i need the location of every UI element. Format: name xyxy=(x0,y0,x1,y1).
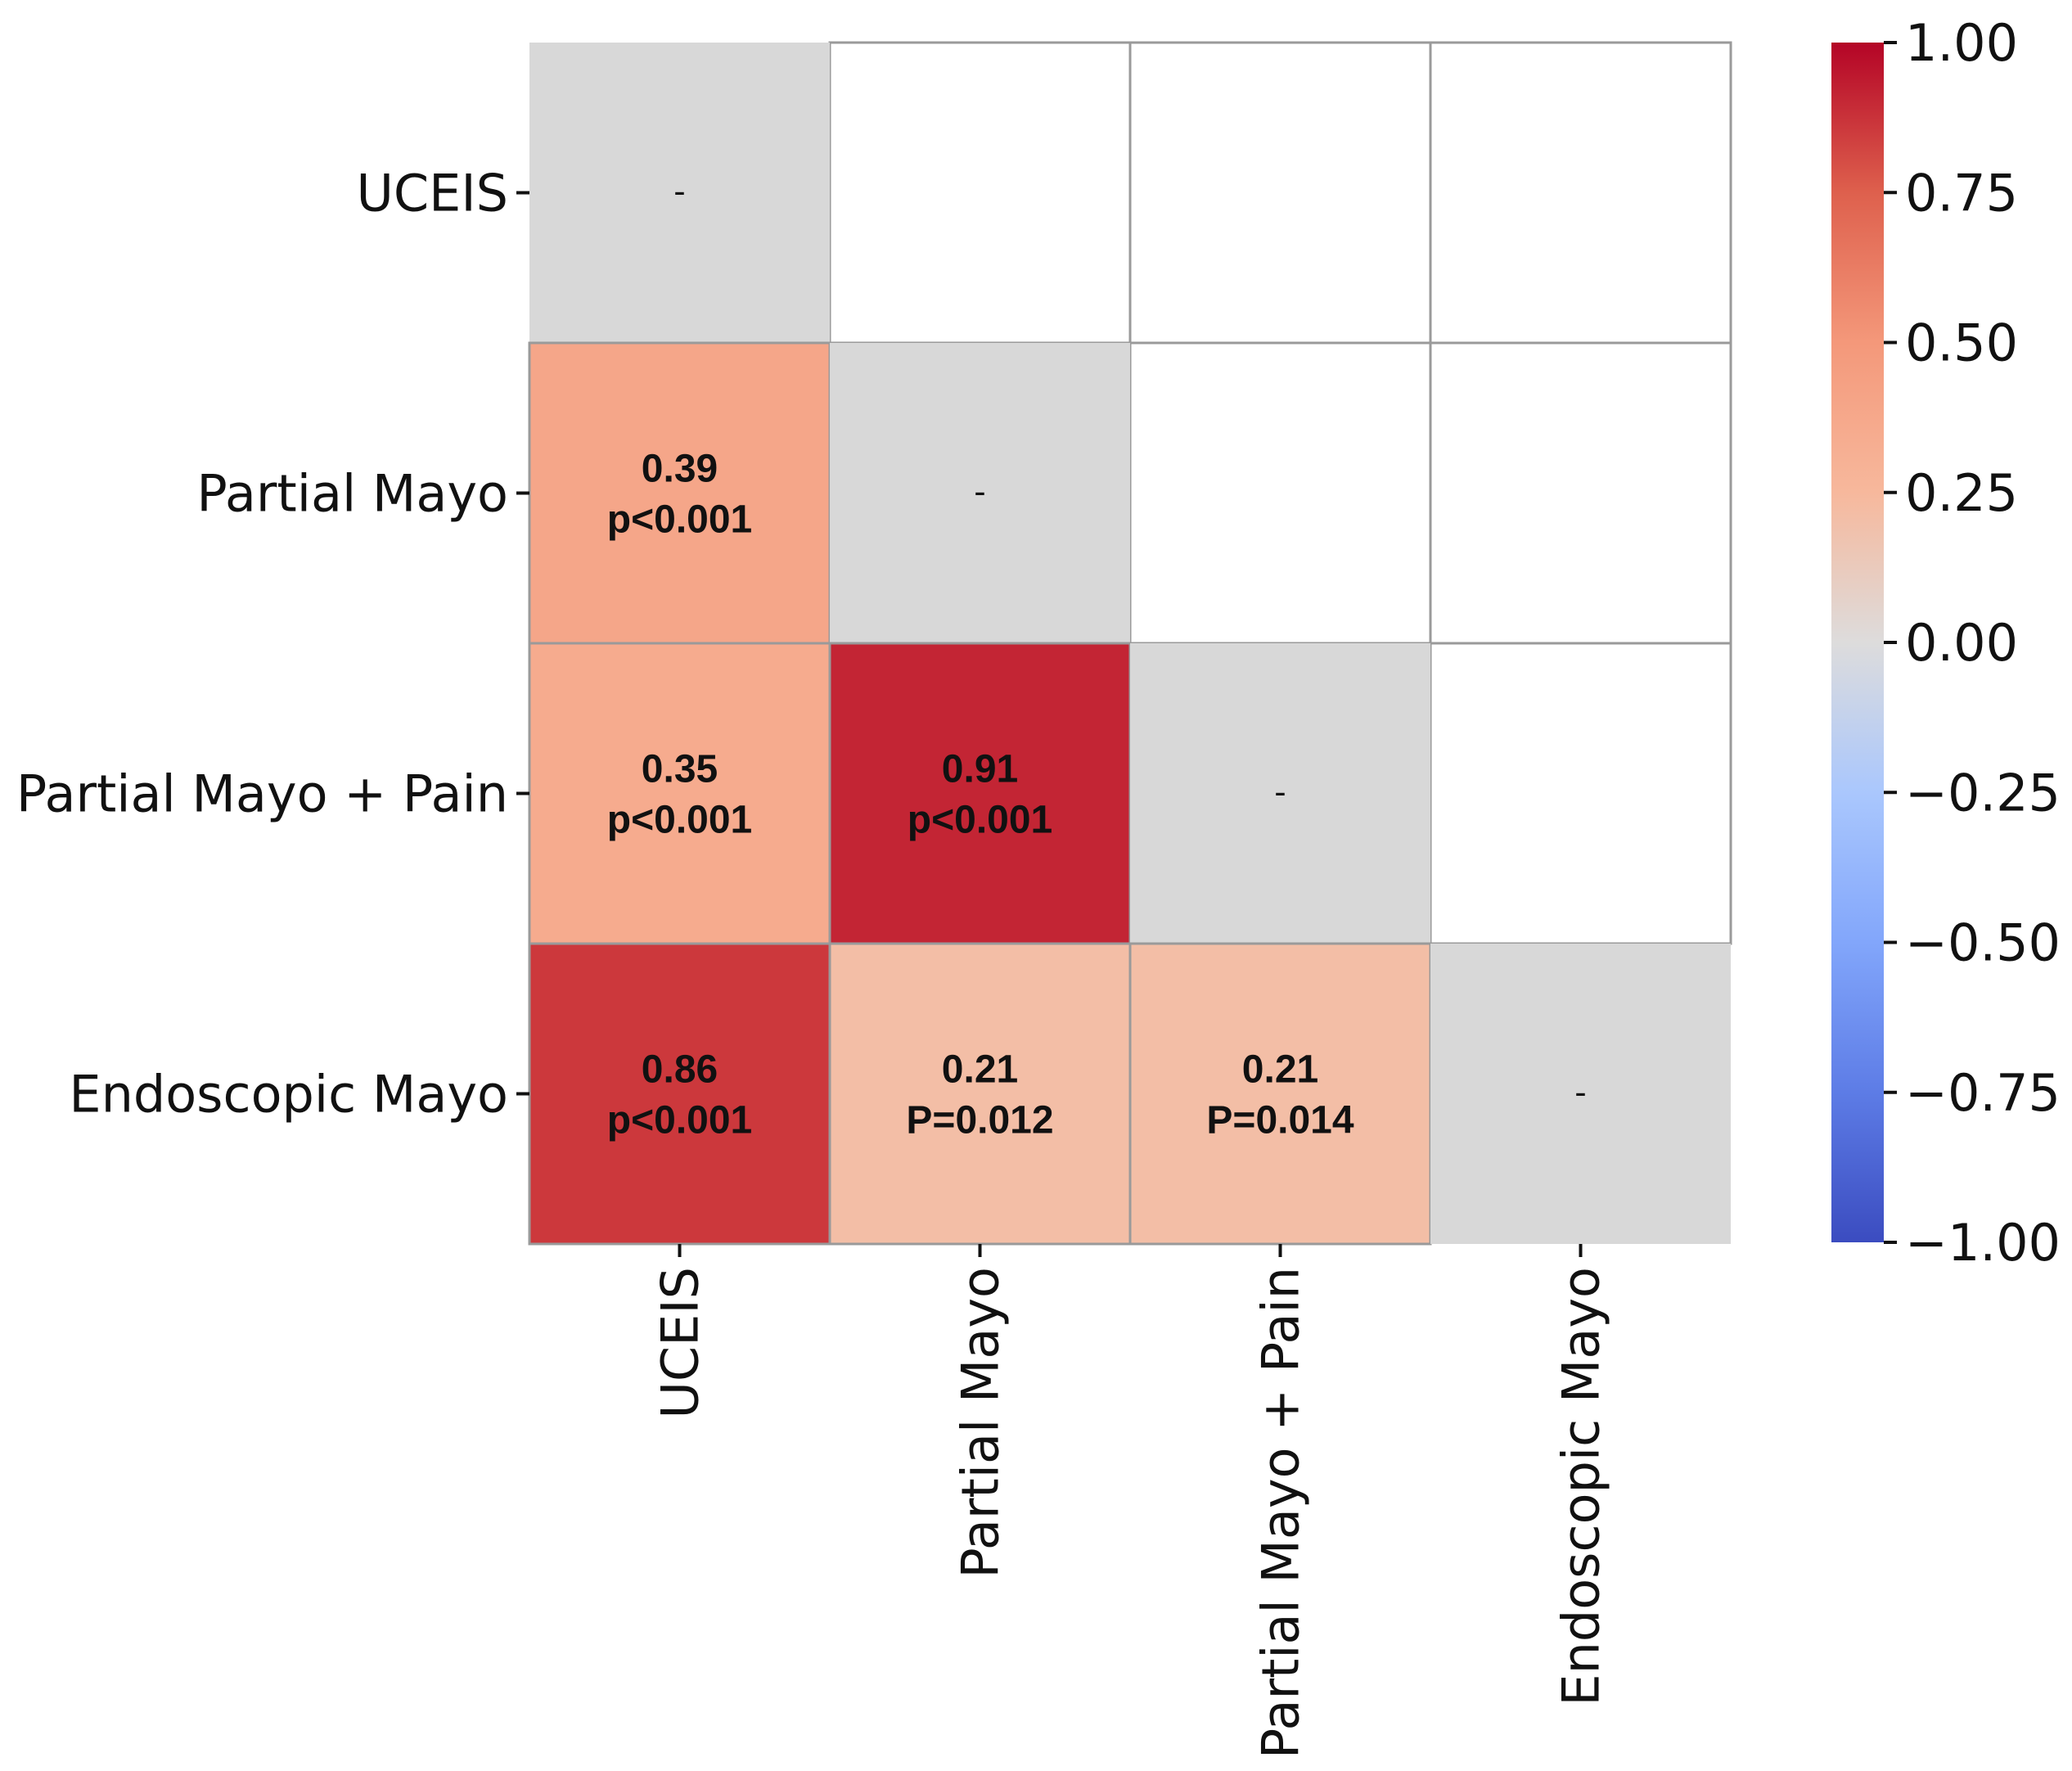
colorbar: 1.00 0.75 0.50 0.25 0.00 −0.25 −0.50 −0.75 −1.00 xyxy=(1831,13,2061,1273)
colorbar-tick-label: 0.75 xyxy=(1905,163,2018,223)
cell-correlation-value: 0.21 xyxy=(942,1048,1018,1092)
cell-p-value: p<0.001 xyxy=(607,1099,752,1142)
cell-correlation-value: 0.86 xyxy=(642,1048,718,1092)
heatmap-cell-partial-mayo-pain-uceis xyxy=(528,642,831,945)
cell-p-value: P=0.012 xyxy=(906,1099,1053,1142)
colorbar-tick-label: −0.75 xyxy=(1905,1063,2061,1123)
heatmap-cell-empty xyxy=(828,41,1132,345)
heatmap-cell-endoscopic-mayo-partial-mayo xyxy=(828,942,1132,1246)
x-tick-label-endoscopic-mayo: Endoscopic Mayo xyxy=(1552,1267,1611,1706)
x-tick-label-partial-mayo-pain: Partial Mayo + Pain xyxy=(1251,1267,1311,1759)
cell-p-value: P=0.014 xyxy=(1206,1099,1354,1142)
colorbar-tick-label: −0.25 xyxy=(1905,763,2061,822)
x-tick-label-uceis: UCEIS xyxy=(651,1267,710,1419)
heatmap-cell-endoscopic-mayo-endoscopic-mayo xyxy=(1430,944,1731,1244)
y-axis: UCEIS Partial Mayo Partial Mayo + Pain Endo… xyxy=(16,164,529,1124)
heatmap-cell-labels: - 0.39 p<0.001 - 0.35 p<0.001 0.91 p<0.001 - 0.86… xyxy=(607,173,1587,1142)
heatmap-cell-endoscopic-mayo-uceis xyxy=(528,942,831,1246)
colorbar-tick-label: 0.25 xyxy=(1905,463,2018,523)
cell-diagonal-label: - xyxy=(1574,1075,1586,1112)
colorbar-tick-label: −1.00 xyxy=(1905,1213,2061,1273)
heatmap-cell-empty xyxy=(1128,341,1432,645)
heatmap-cell-empty xyxy=(1429,41,1732,345)
cell-correlation-value: 0.39 xyxy=(642,448,718,491)
y-tick-label-partial-mayo-pain: Partial Mayo + Pain xyxy=(16,764,508,824)
y-tick-label-uceis: UCEIS xyxy=(357,164,509,223)
cell-diagonal-label: - xyxy=(974,474,985,511)
heatmap-cell-partial-mayo-partial-mayo xyxy=(830,343,1130,643)
heatmap-cell-partial-mayo-pain-partial-mayo-pain xyxy=(1130,643,1430,944)
heatmap-cell-endoscopic-mayo-partial-mayo-pain xyxy=(1128,942,1432,1246)
heatmap-cell-partial-mayo-pain-partial-mayo xyxy=(828,642,1132,945)
x-tick-label-partial-mayo: Partial Mayo xyxy=(951,1267,1011,1579)
x-axis: UCEIS Partial Mayo Partial Mayo + Pain Endo… xyxy=(651,1244,1611,1759)
heatmap-cells xyxy=(528,41,1732,1246)
cell-correlation-value: 0.35 xyxy=(642,748,718,791)
cell-correlation-value: 0.91 xyxy=(942,748,1018,791)
colorbar-tick-label: 0.50 xyxy=(1905,313,2018,373)
y-tick-label-endoscopic-mayo: Endoscopic Mayo xyxy=(69,1065,508,1124)
colorbar-tick-label: −0.50 xyxy=(1905,913,2061,973)
cell-p-value: p<0.001 xyxy=(607,799,752,842)
colorbar-gradient xyxy=(1831,43,1884,1242)
y-tick-label-partial-mayo: Partial Mayo xyxy=(196,464,508,524)
heatmap-cell-partial-mayo-uceis xyxy=(528,341,831,645)
heatmap-cell-empty xyxy=(1128,41,1432,345)
colorbar-tick-label: 0.00 xyxy=(1905,613,2018,673)
cell-diagonal-label: - xyxy=(1274,774,1286,812)
colorbar-tick-label: 1.00 xyxy=(1905,13,2018,73)
cell-diagonal-label: - xyxy=(673,173,685,211)
heatmap-cell-uceis-uceis xyxy=(529,43,830,343)
heatmap-cell-empty xyxy=(1429,341,1732,645)
cell-p-value: p<0.001 xyxy=(607,498,752,542)
cell-correlation-value: 0.21 xyxy=(1242,1048,1318,1092)
heatmap-cell-empty xyxy=(1429,642,1732,945)
cell-p-value: p<0.001 xyxy=(908,799,1052,842)
